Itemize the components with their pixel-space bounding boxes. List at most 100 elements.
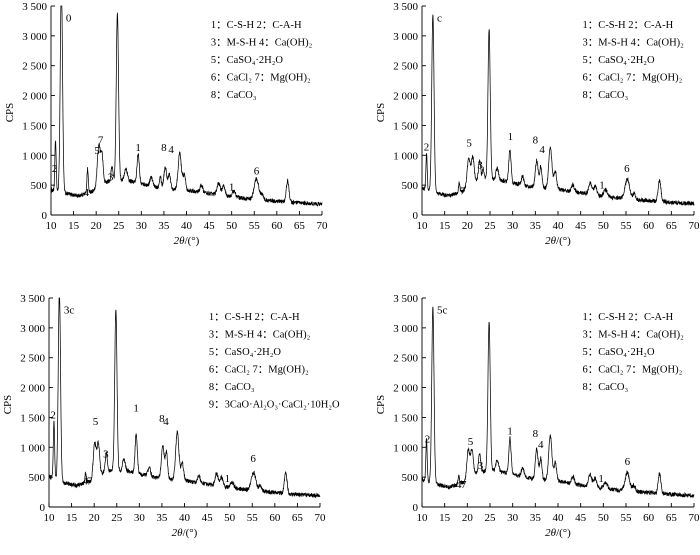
x-tick-label: 20 [89, 512, 101, 524]
y-tick-label: 3 000 [393, 323, 418, 335]
peak-label: 2 [50, 410, 56, 422]
peak-label: 4 [456, 479, 462, 491]
peak-label: 5 [94, 145, 100, 157]
x-tick-label: 35 [530, 512, 542, 524]
x-tick-label: 20 [462, 512, 474, 524]
peak-label: 6 [250, 453, 256, 465]
x-axis-title-prefix: 2 [172, 527, 178, 539]
peak-label: 5 [466, 137, 472, 149]
x-tick-label: 25 [111, 512, 123, 524]
peak-label: 6 [625, 456, 631, 468]
y-tick-label: 2 000 [22, 91, 47, 103]
diffraction-trace [421, 14, 695, 207]
legend-entry: 6：CaCl₂ 7：Mg(OH)₂ [209, 365, 309, 376]
legend-entry: 3：M-S-H 4：Ca(OH)₂ [211, 38, 313, 49]
peak-label: 7 [461, 479, 467, 491]
x-tick-label: 70 [317, 220, 329, 232]
x-axis-title-prefix: 2 [174, 235, 180, 247]
y-tick-label: 1 000 [20, 442, 45, 454]
peak-label: 4 [538, 439, 544, 451]
y-tick-label: 1 500 [393, 412, 418, 424]
x-tick-label: 70 [689, 220, 700, 232]
y-tick-label: 500 [29, 472, 46, 484]
peak-label: 4 [82, 475, 88, 487]
y-axis-title: CPS [375, 103, 387, 123]
legend-entry: 8：CaCO₃ [582, 90, 628, 101]
y-axis-title: CPS [375, 395, 387, 415]
x-tick-label: 10 [46, 220, 58, 232]
x-tick-label: 30 [136, 220, 148, 232]
x-tick-label: 10 [44, 512, 56, 524]
x-tick-label: 65 [294, 220, 306, 232]
legend-entry: 5：CaSO₄·2H₂O [211, 55, 283, 66]
y-tick-label: 2 000 [393, 383, 418, 395]
peak-label: 4 [83, 187, 89, 199]
y-tick-label: 1 000 [22, 150, 47, 162]
y-axis-title: CPS [4, 103, 16, 123]
x-axis-title: 2θ/(°) [174, 235, 200, 247]
y-tick-label: 3 000 [20, 323, 45, 335]
x-tick-label: 70 [689, 512, 700, 524]
x-tick-label: 20 [462, 220, 474, 232]
y-tick-label: 3 500 [393, 1, 418, 13]
x-tick-label: 30 [134, 512, 146, 524]
x-tick-label: 15 [68, 220, 80, 232]
peak-label: 4 [163, 416, 169, 428]
x-tick-label: 25 [485, 220, 497, 232]
y-tick-label: 1 500 [20, 412, 45, 424]
x-tick-label: 45 [202, 512, 214, 524]
peak-label: 6 [254, 165, 260, 177]
y-tick-label: 2 500 [393, 353, 418, 365]
peak-label: 3 [103, 448, 109, 460]
phase-legend: 1：C-S-H 2：C-A-H 3：M-S-H 4：Ca(OH)₂ 5：CaSO₄·… [582, 312, 684, 393]
x-tick-label: 25 [485, 512, 497, 524]
legend-entry: 6：CaCl₂ 7：Mg(OH)₂ [582, 73, 682, 84]
phase-legend: 1：C-S-H 2：C-A-H 3：M-S-H 4：Ca(OH)₂ 5：CaSO₄·… [582, 20, 684, 101]
x-tick-label: 40 [553, 512, 565, 524]
legend-entry: 5：CaSO₄·2H₂O [582, 347, 654, 358]
y-tick-label: 2 500 [22, 61, 47, 73]
legend-entry: 9：3CaO·Al₂O₃·CaCl₂·10H₂O [209, 400, 340, 411]
x-tick-label: 40 [181, 220, 193, 232]
legend-entry: 5：CaSO₄·2H₂O [209, 347, 281, 358]
x-tick-label: 55 [621, 220, 633, 232]
x-axis-title: 2θ/(°) [545, 527, 571, 539]
y-tick-label: 3 500 [393, 293, 418, 305]
x-tick-label: 15 [439, 512, 451, 524]
x-tick-label: 35 [156, 512, 168, 524]
x-tick-label: 40 [179, 512, 191, 524]
legend-entry: 5：CaSO₄·2H₂O [582, 55, 654, 66]
x-axis-title-unit: /(°) [183, 527, 198, 539]
x-tick-label: 50 [598, 220, 610, 232]
x-tick-label: 10 [417, 512, 429, 524]
legend-entry: 3：M-S-H 4：Ca(OH)₂ [582, 38, 684, 49]
y-tick-label: 2 500 [20, 353, 45, 365]
legend-entry: 1：C-S-H 2：C-A-H [211, 20, 302, 31]
peak-label: 1 [507, 426, 513, 438]
y-tick-label: 3 500 [22, 1, 47, 13]
peak-label: 3 [108, 171, 114, 183]
panel-tag: 0 [66, 13, 72, 25]
x-tick-label: 15 [66, 512, 78, 524]
legend-entry: 6：CaCl₂ 7：Mg(OH)₂ [582, 365, 682, 376]
x-tick-label: 60 [269, 512, 281, 524]
peak-label: 8 [533, 428, 539, 440]
x-tick-label: 55 [247, 512, 259, 524]
x-tick-label: 20 [91, 220, 103, 232]
x-tick-label: 45 [204, 220, 216, 232]
phase-legend: 1：C-S-H 2：C-A-H 3：M-S-H 4：Ca(OH)₂ 5：CaSO₄·… [211, 20, 313, 101]
y-tick-label: 500 [31, 180, 48, 192]
x-tick-label: 35 [158, 220, 170, 232]
y-axis-title: CPS [2, 395, 14, 415]
peak-label: 2 [424, 142, 430, 154]
peak-label: 6 [624, 163, 630, 175]
panel-tag: 3c [64, 305, 75, 317]
x-tick-label: 65 [666, 512, 678, 524]
peak-label: 1 [599, 180, 605, 192]
peak-label: 5 [93, 416, 99, 428]
x-tick-label: 25 [113, 220, 125, 232]
x-axis-title: 2θ/(°) [545, 235, 571, 247]
